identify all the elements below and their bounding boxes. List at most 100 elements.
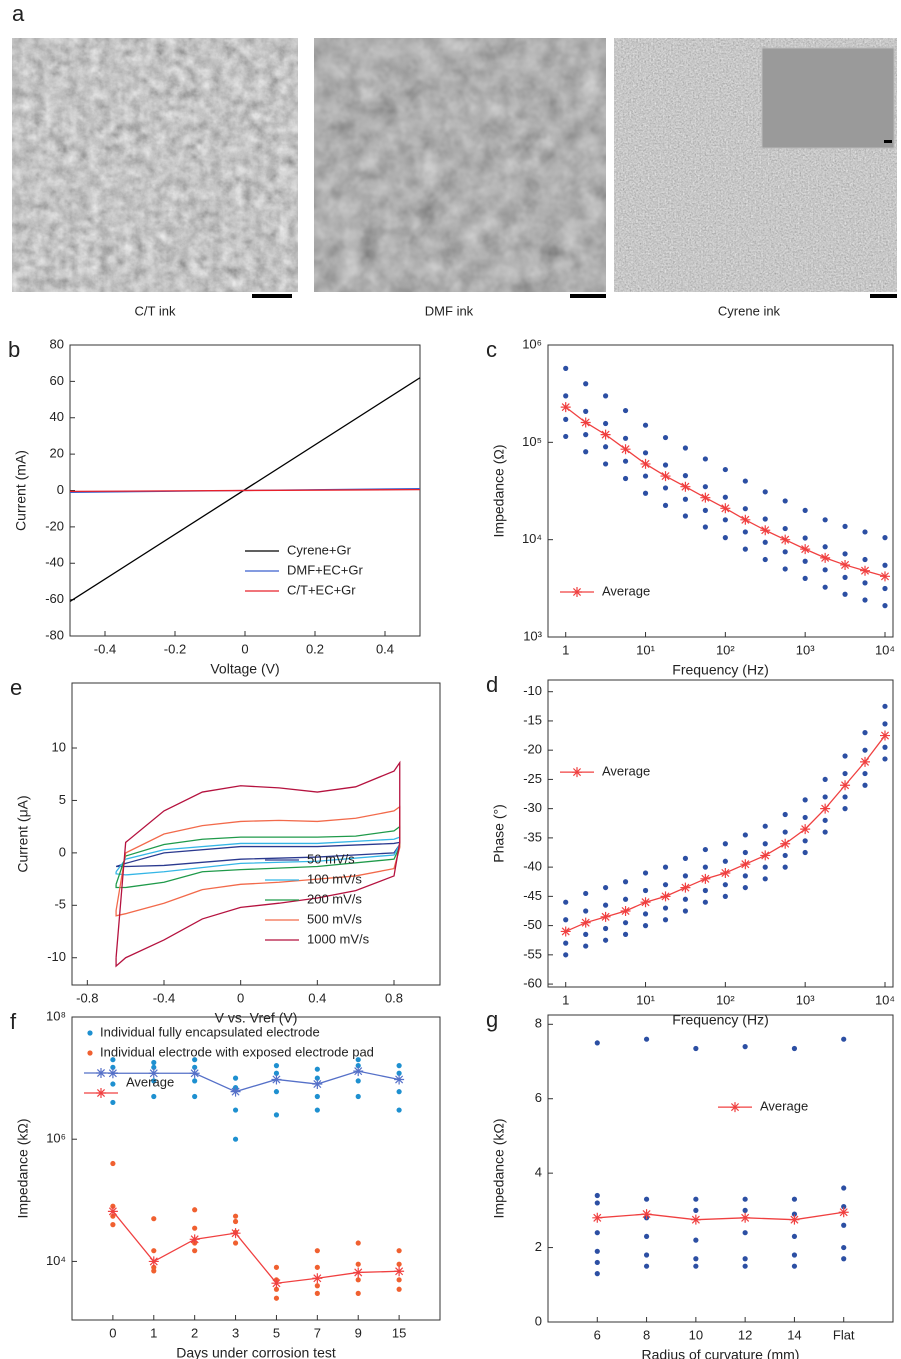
x-tick-label: 10³ [796,992,815,1007]
star-marker [700,492,711,503]
data-point [396,1089,402,1095]
data-point [273,1089,280,1095]
data-point [782,525,788,532]
data-point [762,539,768,545]
data-point [702,507,708,513]
y-tick-label: 8 [535,1016,542,1031]
y-tick-label: -60 [45,591,64,606]
panel-label: g [486,1007,498,1032]
data-point [643,1036,650,1042]
data-point [742,546,748,552]
x-tick-label: -0.2 [164,641,186,656]
data-point [782,829,788,835]
y-tick-label: 10 [52,739,66,754]
y-tick-label: 0 [57,482,64,497]
legend-label: 200 mV/s [307,891,362,906]
data-point [822,829,828,835]
x-axis-label: Frequency (Hz) [672,1012,768,1028]
star-marker [640,897,651,908]
data-point [594,1230,600,1236]
y-tick-label: -60 [523,976,542,991]
data-point [396,1063,402,1069]
star-marker [879,571,890,582]
legend-marker [730,1102,740,1113]
x-tick-label: 2 [191,1325,198,1340]
star-marker [580,417,591,428]
data-point [822,567,828,573]
star-marker [800,544,811,555]
data-point [602,925,609,932]
star-marker [148,1068,159,1079]
star-marker [860,756,871,767]
star-marker [820,552,831,563]
y-tick-label: 5 [59,792,66,807]
data-point [791,1196,798,1202]
data-point [742,884,748,891]
x-tick-label: 0.8 [385,990,403,1005]
data-point [662,502,669,508]
y-tick-label: 20 [50,446,64,461]
data-point [642,911,649,917]
x-tick-label: 1 [150,1325,157,1340]
data-point [882,744,888,750]
data-point [232,1107,239,1113]
data-point [355,1277,361,1283]
data-point [682,855,689,861]
legend-label: C/T+EC+Gr [287,582,356,597]
data-point [802,507,808,513]
data-point [622,475,629,482]
x-tick-label: 14 [787,1327,801,1342]
data-point [563,917,569,923]
plot-frame [547,344,894,638]
series-line [112,1070,400,1093]
data-point [583,931,589,937]
data-point [273,1112,280,1118]
x-tick-label: 6 [594,1327,601,1342]
data-point [232,1240,239,1246]
data-point [802,575,808,581]
data-point [151,1093,157,1100]
data-point [396,1286,402,1292]
data-point [602,393,609,399]
data-point [594,1248,600,1254]
star-marker [838,1207,849,1218]
star-marker [560,402,571,413]
legend-marker [572,587,582,597]
data-point [662,462,669,468]
data-point [722,858,728,864]
scale-bar [870,294,897,298]
data-point [602,420,609,427]
data-point [742,832,748,838]
scale-bar [570,294,606,298]
data-point [602,461,609,467]
data-point [583,890,589,897]
y-tick-label: -20 [523,742,542,757]
data-point [742,1263,748,1269]
star-marker [760,850,771,861]
data-point [232,1136,239,1142]
data-point [862,597,868,603]
legend-label: 50 mV/s [307,851,355,866]
y-tick-label: -25 [523,771,542,786]
star-marker [189,1234,200,1245]
data-point [802,797,808,803]
data-point [642,450,649,456]
x-tick-label: -0.4 [153,990,175,1005]
x-tick-label: 0.4 [308,990,326,1005]
legend-label: Average [602,764,650,779]
data-point [722,882,728,888]
data-point [802,849,808,856]
x-axis-label: Radius of curvature (mm) [642,1347,800,1359]
series-line [597,1211,844,1221]
star-marker [860,565,871,576]
data-point [192,1207,198,1213]
data-point [782,864,788,870]
x-tick-label: 10¹ [636,642,655,657]
data-point [791,1211,798,1217]
x-tick-label: 10² [716,992,735,1007]
data-point [314,1066,320,1072]
data-point [822,817,828,823]
data-point [802,838,808,844]
data-point [862,529,868,535]
data-point [396,1261,402,1267]
